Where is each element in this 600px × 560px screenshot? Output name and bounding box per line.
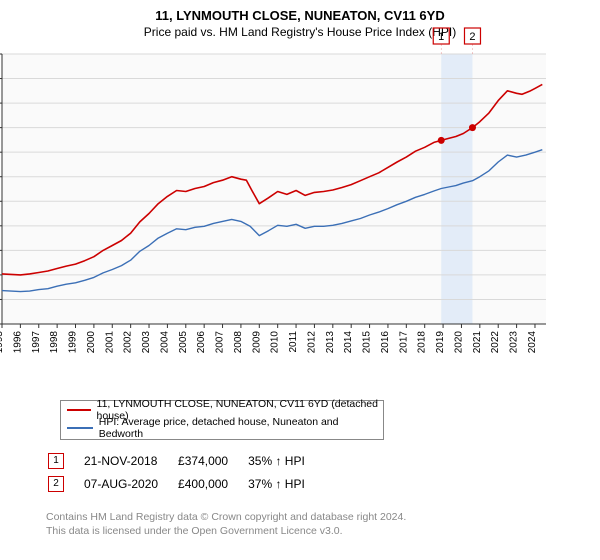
marker-table: 1 21-NOV-2018£374,00035% ↑ HPI 2 07-AUG-202… (46, 448, 325, 496)
attribution-line2: This data is licensed under the Open Gov… (46, 524, 406, 538)
svg-text:2001: 2001 (104, 331, 115, 354)
svg-text:2007: 2007 (215, 331, 226, 354)
marker-price: £400,000 (178, 473, 246, 494)
marker-date: 21-NOV-2018 (84, 450, 176, 471)
marker-price: £374,000 (178, 450, 246, 471)
svg-text:2016: 2016 (380, 331, 391, 354)
svg-text:2002: 2002 (123, 331, 134, 354)
svg-text:2022: 2022 (490, 331, 501, 354)
svg-text:2004: 2004 (159, 331, 170, 354)
svg-text:2008: 2008 (233, 331, 244, 354)
svg-text:2020: 2020 (453, 331, 464, 354)
svg-text:2010: 2010 (270, 331, 281, 354)
svg-text:2017: 2017 (398, 331, 409, 354)
legend: 11, LYNMOUTH CLOSE, NUNEATON, CV11 6YD (… (60, 400, 384, 440)
marker-badge: 2 (48, 476, 64, 492)
marker-row: 1 21-NOV-2018£374,00035% ↑ HPI (48, 450, 323, 471)
marker-row: 2 07-AUG-2020£400,00037% ↑ HPI (48, 473, 323, 494)
svg-text:2003: 2003 (141, 331, 152, 354)
svg-text:2000: 2000 (86, 331, 97, 354)
legend-swatch (67, 427, 93, 429)
marker-diff: 37% ↑ HPI (248, 473, 323, 494)
attribution-line1: Contains HM Land Registry data © Crown c… (46, 510, 406, 524)
svg-text:2012: 2012 (306, 331, 317, 354)
svg-text:2014: 2014 (343, 331, 354, 354)
svg-text:2006: 2006 (196, 331, 207, 354)
marker-diff: 35% ↑ HPI (248, 450, 323, 471)
svg-text:1998: 1998 (49, 331, 60, 354)
attribution: Contains HM Land Registry data © Crown c… (46, 510, 406, 538)
svg-text:2013: 2013 (325, 331, 336, 354)
svg-text:2015: 2015 (362, 331, 373, 354)
svg-text:2024: 2024 (527, 331, 538, 354)
svg-text:2009: 2009 (251, 331, 262, 354)
legend-swatch (67, 409, 91, 411)
legend-row: HPI: Average price, detached house, Nune… (61, 419, 383, 437)
legend-label: HPI: Average price, detached house, Nune… (99, 416, 383, 440)
svg-text:1: 1 (438, 31, 444, 43)
svg-text:2019: 2019 (435, 331, 446, 354)
chart-area: £0£50K£100K£150K£200K£250K£300K£350K£400… (0, 20, 552, 380)
svg-text:1999: 1999 (68, 331, 79, 354)
svg-text:2011: 2011 (288, 331, 299, 353)
svg-text:2018: 2018 (417, 331, 428, 354)
svg-text:1996: 1996 (12, 331, 23, 354)
svg-text:1995: 1995 (0, 331, 5, 354)
svg-text:2005: 2005 (178, 331, 189, 354)
svg-text:2021: 2021 (472, 331, 483, 354)
marker-date: 07-AUG-2020 (84, 473, 176, 494)
svg-text:2: 2 (469, 31, 475, 43)
svg-text:2023: 2023 (509, 331, 520, 354)
marker-badge: 1 (48, 453, 64, 469)
svg-text:1997: 1997 (31, 331, 42, 354)
